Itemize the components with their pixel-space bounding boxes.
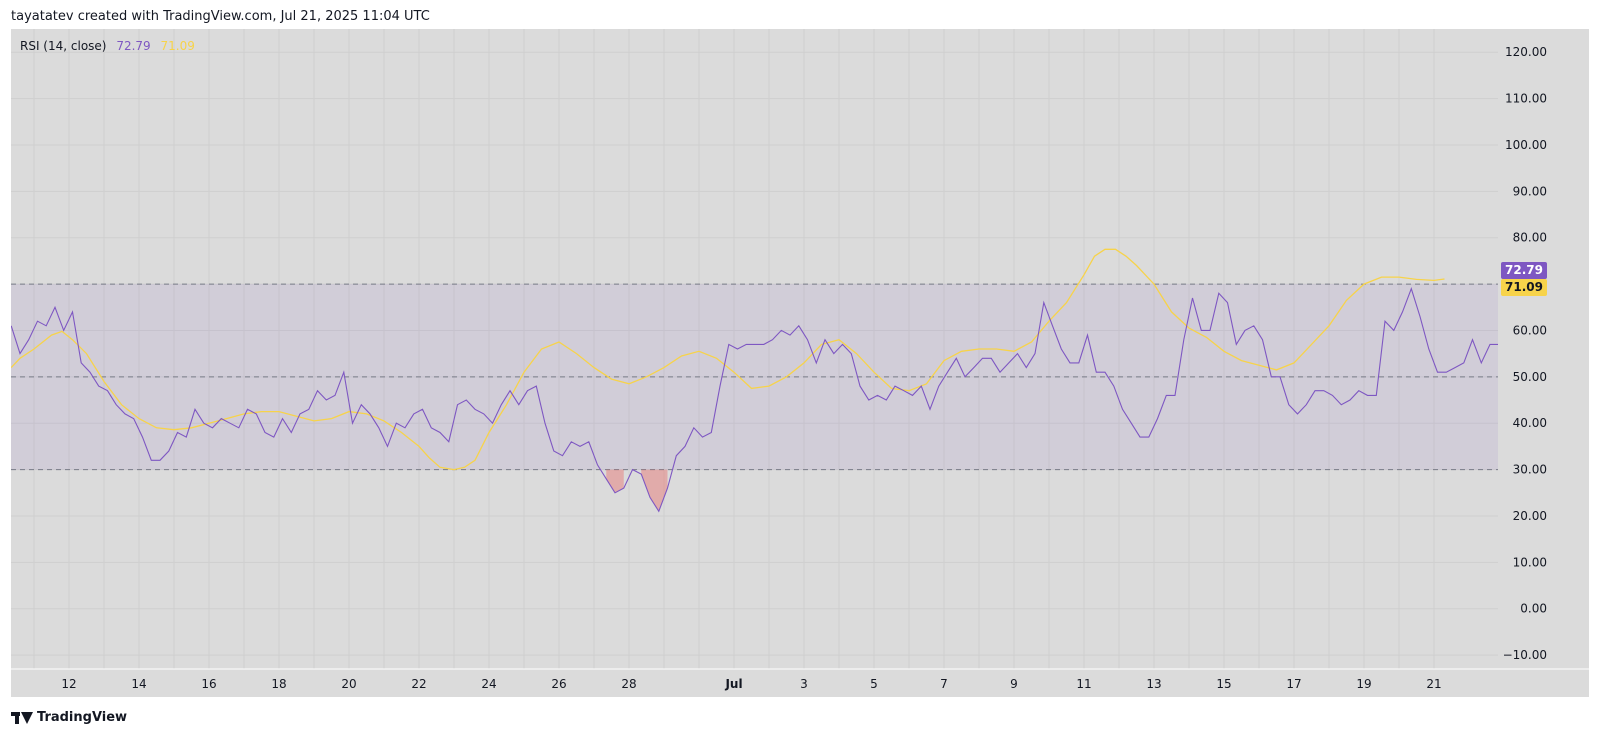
chart-area[interactable]: 120.00 110.00 100.00 90.00 80.00 7 0.00 60.00 50… [11,29,1589,697]
y-tick-label: 60.00 [1513,323,1547,337]
y-tick-label: 20.00 [1513,509,1547,523]
y-tick-label: 40.00 [1513,416,1547,430]
x-tick-label: 20 [341,677,356,691]
x-tick-label: 22 [411,677,426,691]
ma-series-line [11,248,1445,471]
indicator-title: RSI (14, close) [20,39,107,53]
ma-legend-value: 71.09 [160,39,195,53]
y-tick-label: 10.00 [1513,555,1547,569]
x-tick-label: 24 [481,677,496,691]
x-tick-label: Jul [724,677,742,691]
y-tick-label: 90.00 [1513,184,1547,198]
tradingview-wordmark: TradingView [37,710,128,725]
x-tick-label: 9 [1010,677,1018,691]
price-axis-bg [1498,29,1589,697]
x-tick-label: 12 [61,677,76,691]
rsi-legend-value: 72.79 [116,39,151,53]
x-tick-label: 15 [1216,677,1231,691]
chart-caption: tayatatev created with TradingView.com, … [11,9,430,24]
x-tick-label: 17 [1286,677,1301,691]
x-tick-label: 18 [271,677,286,691]
y-tick-label: 110.00 [1505,92,1547,106]
x-tick-label: 11 [1076,677,1091,691]
oversold-fill [641,469,668,512]
y-tick-label: 50.00 [1513,370,1547,384]
ma-last-value-badge: 71.09 [1501,279,1547,297]
tradingview-logo-icon [11,711,33,724]
y-tick-label: 0.00 [1520,602,1547,616]
rsi-chart-svg: 120.00 110.00 100.00 90.00 80.00 7 0.00 60.00 50… [11,29,1589,697]
x-tick-label: 14 [131,677,146,691]
x-tick-label: 19 [1356,677,1371,691]
y-tick-label: 80.00 [1513,231,1547,245]
x-tick-label: 26 [551,677,566,691]
oversold-fill [606,469,624,493]
y-tick-label: 100.00 [1505,138,1547,152]
x-tick-label: 3 [800,677,808,691]
y-tick-label: −10.00 [1503,648,1547,662]
rsi-series-line [11,264,1589,513]
x-tick-label: 13 [1146,677,1161,691]
x-tick-label: 5 [870,677,878,691]
x-tick-label: 16 [201,677,216,691]
y-tick-label: 30.00 [1513,463,1547,477]
y-tick-label: 120.00 [1505,45,1547,59]
rsi-last-value-badge: 72.79 [1501,262,1547,280]
tradingview-logo[interactable]: TradingView [11,710,127,725]
x-tick-label: 21 [1426,677,1441,691]
indicator-legend[interactable]: RSI (14, close) 72.79 71.09 [20,39,201,53]
x-tick-label: 7 [940,677,948,691]
x-tick-label: 28 [621,677,636,691]
